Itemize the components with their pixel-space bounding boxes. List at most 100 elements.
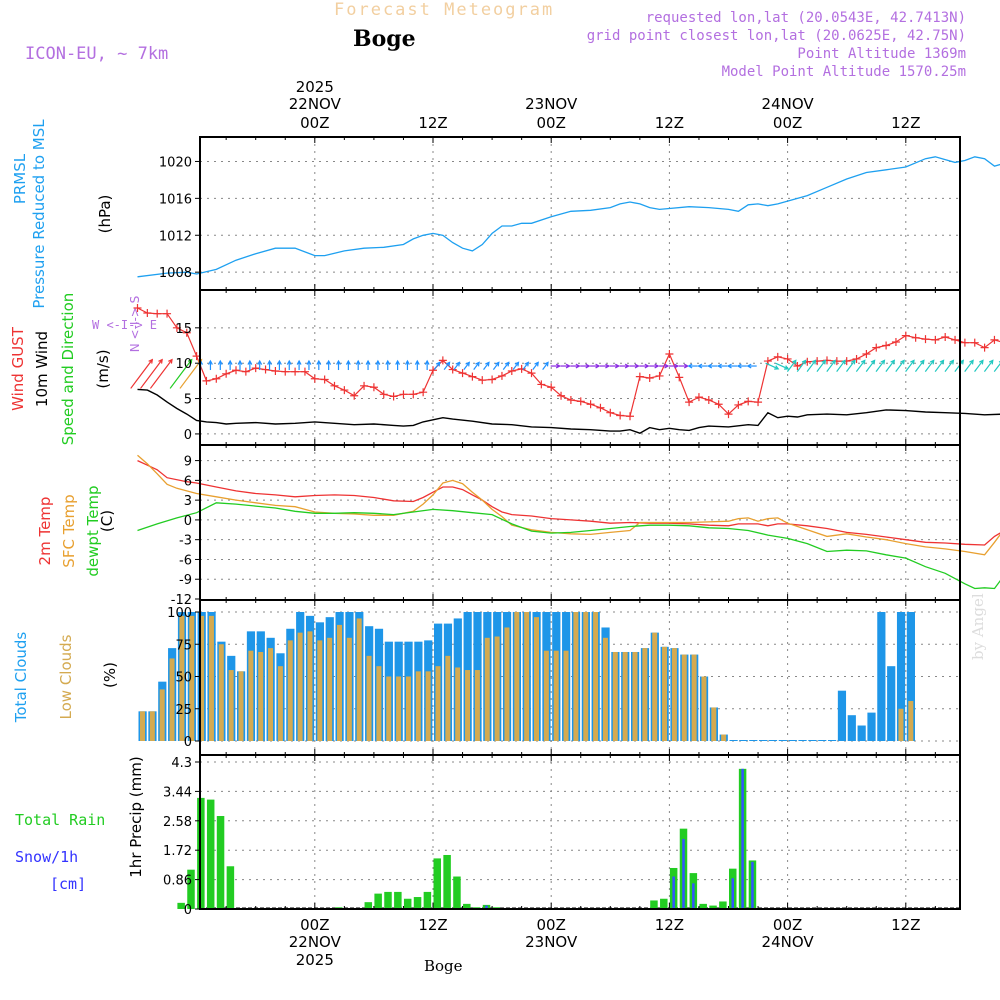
y-tick-label: 4.3 — [171, 756, 192, 771]
wind-arrow-head — [237, 359, 243, 365]
top-time-label: 12Z — [655, 114, 684, 132]
gust-marker — [478, 376, 487, 385]
gust-marker — [399, 390, 408, 399]
wind-arrow-head — [276, 359, 282, 365]
cloud-total-bar — [729, 740, 738, 741]
cloud-low-bar — [455, 667, 461, 741]
cloud-total-bar — [857, 725, 866, 741]
cloud-low-bar — [169, 658, 175, 741]
cloud-low-bar — [159, 689, 165, 741]
cloud-low-bar — [908, 701, 914, 741]
y-tick-label: 3.44 — [163, 785, 192, 800]
cloud-total-bar — [768, 740, 778, 741]
wind-arrow-head — [435, 361, 441, 367]
gust-marker — [606, 408, 615, 417]
rain-bar — [187, 869, 195, 909]
cloud-low-bar — [376, 666, 382, 741]
wind-arrow-head — [326, 359, 332, 365]
rain-bar — [423, 891, 432, 909]
gust-marker — [537, 380, 546, 389]
wind-arrow — [855, 360, 866, 372]
cloud-low-bar — [721, 734, 727, 741]
wind-arrow-head — [267, 359, 272, 365]
wind-arrow-head — [405, 359, 410, 365]
gust-marker — [379, 390, 388, 399]
gust-marker — [626, 412, 634, 421]
wind-arrow-head — [148, 358, 154, 364]
wind-arrow-head — [595, 363, 601, 369]
wind-arrow-head — [286, 359, 292, 365]
gust-marker — [350, 391, 359, 400]
gust-marker — [911, 333, 920, 342]
gust-marker — [222, 369, 231, 378]
cloud-total-bar — [887, 666, 896, 741]
wind-arrow-head — [624, 363, 630, 369]
wind-arrow-head — [644, 363, 650, 369]
gust-marker — [143, 308, 152, 317]
wind-arrow-head — [316, 359, 322, 365]
wind-arrow-head — [880, 359, 886, 365]
cloud-low-bar — [238, 671, 244, 741]
wind-arrow — [974, 360, 984, 372]
gust-marker — [970, 338, 979, 347]
cloud-low-bar — [297, 632, 303, 741]
gust-marker — [882, 341, 891, 350]
sfc-temp-line — [137, 454, 1000, 556]
top-time-label: 00Z — [773, 114, 802, 132]
cloud-low-bar — [691, 654, 697, 741]
bars-layer — [138, 612, 960, 909]
cloud-low-bar — [484, 637, 490, 741]
wind-arrow-head — [385, 359, 391, 365]
gust-marker — [714, 400, 723, 409]
wind-arrow-head — [664, 363, 670, 369]
wind-arrow-head — [811, 359, 817, 365]
wind-arrow-head — [475, 361, 480, 367]
cloud-low-bar — [346, 637, 352, 741]
wind-arrow-head — [534, 361, 539, 367]
legend-snow: Snow/1h — [15, 848, 79, 866]
wind-arrow-head — [949, 359, 955, 365]
wind-arrow-head — [726, 363, 732, 369]
rain-bar — [709, 905, 717, 909]
wind-arrow-head — [494, 361, 500, 367]
cloud-low-bar — [337, 624, 342, 741]
y-tick-label: 1012 — [159, 229, 192, 244]
cloud-low-bar — [563, 650, 569, 741]
rain-bar — [403, 898, 412, 909]
wind-arrow-head — [674, 363, 680, 369]
gust-marker — [596, 403, 605, 412]
gust-marker — [783, 354, 792, 363]
top-time-label: 24NOV — [762, 95, 815, 113]
wind-arrow-head — [634, 363, 640, 369]
cloud-total-bar — [828, 740, 837, 741]
y-tick-label: -12 — [171, 593, 192, 608]
rain-bar — [453, 876, 461, 909]
wind-arrow-head — [375, 359, 381, 365]
rain-bar — [463, 903, 471, 909]
bottom-time-label: 23NOV — [525, 933, 578, 951]
cloud-low-bar — [573, 612, 579, 741]
top-time-label: 22NOV — [289, 95, 342, 113]
wind-arrow — [443, 362, 451, 370]
gust-marker — [655, 371, 664, 380]
gust-marker — [744, 397, 753, 406]
wind-arrow-head — [841, 359, 846, 365]
cloud-total-bar — [739, 740, 748, 741]
wind-arrow-head — [615, 363, 621, 369]
wind-arrow — [512, 362, 519, 370]
cloud-low-bar — [268, 648, 274, 741]
y-tick-label: 50 — [175, 671, 192, 686]
wind-arrow — [796, 360, 807, 372]
gust-marker — [734, 400, 743, 409]
wind-arrow-head — [524, 361, 530, 367]
y-tick-label: 9 — [184, 455, 192, 470]
ticks-layer: 1008 1012 1016 1020 0 5 10 15 -12 -9 -6 -3 0 3 6 9 0 25 50… — [159, 137, 936, 918]
wind-arrow — [149, 359, 173, 389]
y-tick-label: 10 — [175, 357, 192, 372]
snow-bar — [692, 883, 695, 909]
cloud-low-bar — [415, 671, 421, 741]
cloud-low-bar — [474, 670, 480, 741]
cloud-low-bar — [277, 666, 283, 741]
wind-arrow-head — [774, 365, 780, 370]
cloud-low-bar — [465, 670, 471, 741]
